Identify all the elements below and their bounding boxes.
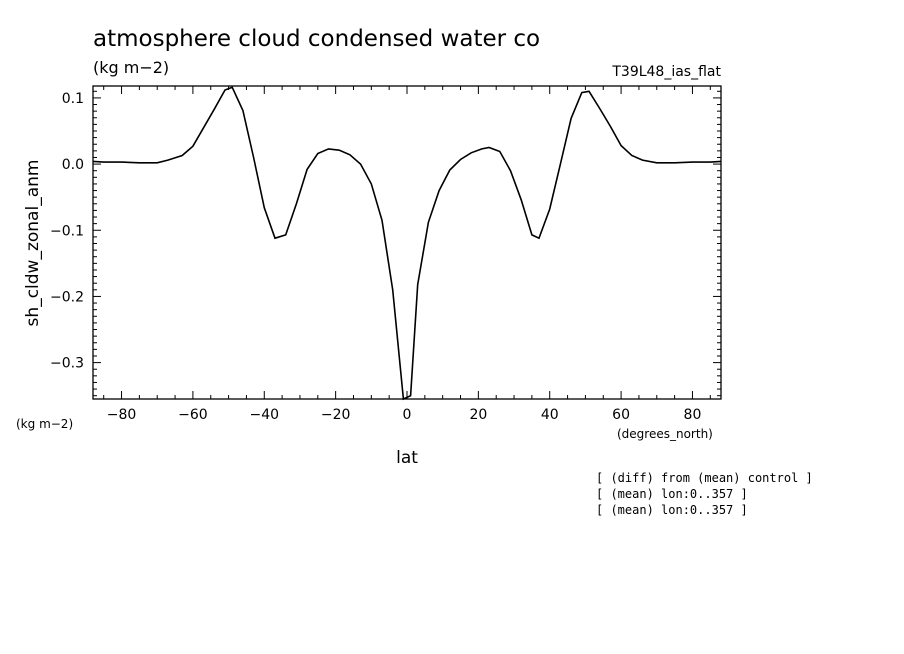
series-line [92, 86, 722, 401]
note-line-2: [ (mean) lon:0..357 ] [596, 487, 748, 501]
x-tick-label: 20 [469, 407, 487, 423]
chart-title: atmosphere cloud condensed water co [93, 26, 540, 52]
y-tick-label: 0.0 [62, 157, 84, 173]
x-axis-label: lat [396, 448, 418, 468]
model-label: T39L48_ias_flat [611, 64, 721, 80]
y-tick-label: −0.1 [50, 223, 84, 239]
note-line-1: [ (diff) from (mean) control ] [596, 471, 813, 485]
x-tick-label: −60 [178, 407, 208, 423]
x-tick-label: 40 [541, 407, 559, 423]
x-tick-label: −40 [249, 407, 279, 423]
y-tick-label: −0.2 [50, 289, 84, 305]
plot-frame [92, 85, 722, 400]
y-tick-label: 0.1 [62, 91, 84, 107]
x-tick-label: −20 [321, 407, 351, 423]
chart-units-subtitle: (kg m−2) [93, 58, 169, 77]
x-units-label: (degrees_north) [617, 427, 713, 441]
x-tick-label: −80 [107, 407, 137, 423]
y-units-label: (kg m−2) [16, 417, 73, 431]
x-axis-tick-labels: −80 −60 −40 −20 0 20 40 60 80 [107, 407, 702, 423]
y-axis-label: sh_cldw_zonal_anm [23, 160, 43, 327]
x-axis-ticks [103, 86, 711, 399]
x-tick-label: 80 [684, 407, 702, 423]
note-line-3: [ (mean) lon:0..357 ] [596, 503, 748, 517]
x-tick-label: 60 [612, 407, 630, 423]
y-axis-ticks [93, 90, 721, 397]
y-axis-tick-labels: 0.1 0.0 −0.1 −0.2 −0.3 [50, 91, 84, 372]
x-tick-label: 0 [403, 407, 412, 423]
y-tick-label: −0.3 [50, 356, 84, 372]
